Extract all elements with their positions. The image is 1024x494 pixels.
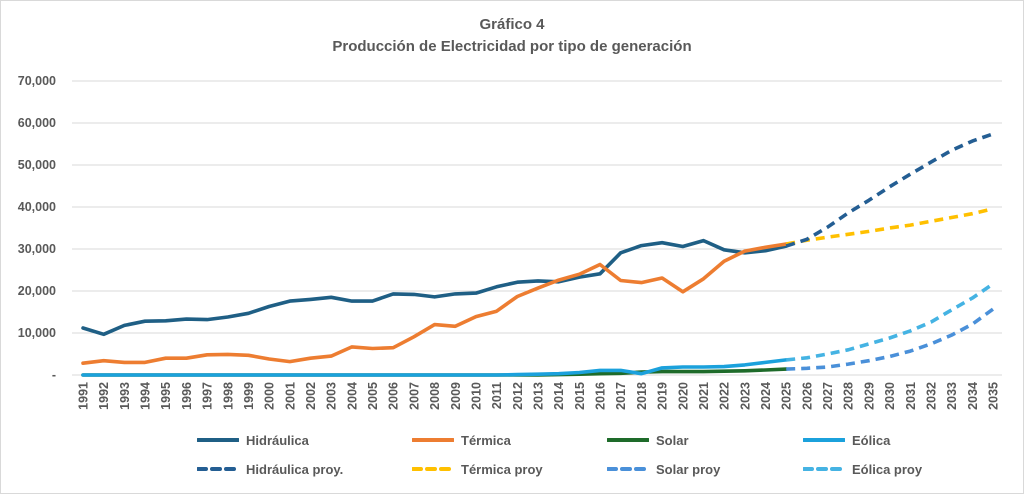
gridlines [72,80,1002,376]
series-line-térmica [81,242,789,366]
legend-label: Hidráulica proy. [246,461,344,477]
legend-item: Eólica proy [803,459,922,479]
y-tick-label: 40,000 [18,200,56,214]
x-tick-label: 2030 [883,382,897,410]
legend-label: Eólica proy [852,461,923,477]
x-tick-label: 2027 [821,382,835,410]
series-line-hidráulica [81,238,789,337]
x-tick-label: 2022 [718,382,732,410]
x-tick-label: 2028 [842,382,856,410]
x-tick-label: 2031 [904,382,918,410]
x-tick-label: 1993 [118,382,132,410]
x-tick-label: 2013 [532,382,546,410]
x-tick-label: 1994 [139,382,153,410]
legend-item: Solar [607,430,689,450]
legend-item: Térmica [412,430,511,450]
chart-title: Gráfico 4 [479,16,545,33]
x-tick-label: 2015 [573,382,587,410]
legend-label: Hidráulica [246,432,309,448]
x-tick-label: 2024 [759,382,773,410]
x-tick-label: 2008 [428,382,442,410]
y-tick-label: 10,000 [18,326,56,340]
x-tick-label: 2002 [304,382,318,410]
series-line-térmica-proy [785,206,994,246]
y-axis-ticks: - 10,000 20,000 30,000 40,000 50,000 60,000 70,… [18,74,56,382]
series-line-eólica-proy [786,282,995,362]
x-tick-label: 2009 [449,382,463,410]
x-tick-label: 2001 [283,382,297,410]
legend-swatch [197,438,239,442]
legend-label: Eólica [852,432,891,448]
x-tick-label: 1997 [201,382,215,410]
x-tick-label: 1995 [159,382,173,410]
legend-label: Térmica [461,432,511,448]
y-tick-label: 60,000 [18,116,56,130]
x-tick-label: 2007 [407,382,421,410]
y-tick-label: 30,000 [18,242,56,256]
x-tick-label: 2014 [552,382,566,410]
x-tick-label: 2017 [614,382,628,410]
x-tick-label: 2010 [469,382,483,410]
legend-swatch [607,467,649,471]
legend-swatch [803,467,845,471]
x-tick-label: 2020 [676,382,690,410]
legend-swatch [803,438,845,442]
y-tick-label: 70,000 [18,74,56,88]
series-lines [81,132,995,377]
y-tick-label: 50,000 [18,158,56,172]
x-axis-ticks: 1991 1992 1993 1994 1995 1996 1997 1998 1999 2000… [77,382,1001,410]
legend-swatch [197,467,239,471]
x-tick-label: 2006 [387,382,401,410]
legend-item: Solar proy [607,459,720,479]
x-tick-label: 1991 [77,382,91,410]
x-tick-label: 2011 [490,382,504,409]
y-tick-label: 20,000 [18,284,56,298]
x-tick-label: 2016 [594,382,608,410]
legend-label: Solar proy [656,461,721,477]
y-tick-label: - [52,368,56,382]
x-tick-label: 2004 [345,382,359,410]
legend-swatch [412,438,454,442]
x-tick-label: 2032 [924,382,938,410]
x-tick-label: 2035 [987,382,1001,410]
x-tick-label: 1996 [180,382,194,410]
x-tick-label: 2000 [263,382,277,410]
legend-swatch [607,438,649,442]
x-tick-label: 2026 [800,382,814,410]
x-tick-label: 2018 [635,382,649,410]
chart-subtitle: Producción de Electricidad por tipo de g… [332,38,692,55]
x-tick-label: 2029 [862,382,876,410]
x-tick-label: 2003 [325,382,339,410]
chart-title-block: Gráfico 4 Producción de Electricidad por… [0,14,1024,58]
x-tick-label: 2021 [697,382,711,410]
legend-item: Hidráulica proy. [197,459,343,479]
x-tick-label: 2005 [366,382,380,410]
legend-item: Eólica [803,430,890,450]
legend-swatch [412,467,454,471]
x-tick-label: 2025 [780,382,794,410]
series-line-hidráulica-proy [785,132,994,248]
legend-item: Térmica proy [412,459,543,479]
legend-item: Hidráulica [197,430,309,450]
x-tick-label: 2033 [945,382,959,410]
series-line-eólica [81,358,789,377]
x-tick-label: 2034 [966,382,980,410]
x-tick-label: 1992 [97,382,111,410]
x-tick-label: 2012 [511,382,525,410]
x-tick-label: 2023 [738,382,752,410]
x-tick-label: 1998 [221,382,235,410]
series-line-solar-proy [786,307,995,371]
legend-label: Solar [656,432,689,448]
x-tick-label: 1999 [242,382,256,410]
x-tick-label: 2019 [656,382,670,410]
legend-label: Térmica proy [461,461,543,477]
